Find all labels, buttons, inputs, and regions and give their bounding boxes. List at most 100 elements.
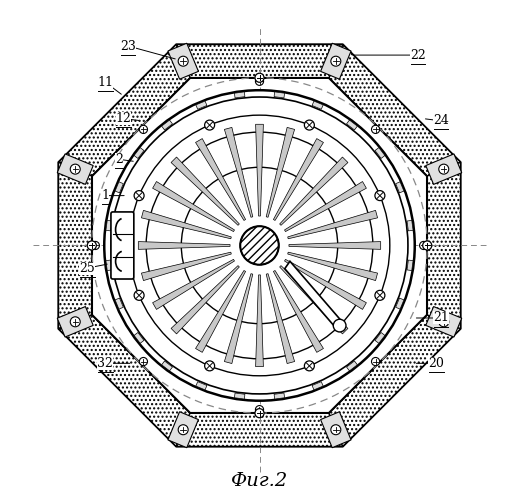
Circle shape xyxy=(139,126,147,134)
Circle shape xyxy=(375,190,385,200)
Text: Фиг.2: Фиг.2 xyxy=(231,472,288,490)
Polygon shape xyxy=(288,252,377,280)
Polygon shape xyxy=(196,270,245,352)
Polygon shape xyxy=(426,306,462,337)
Polygon shape xyxy=(289,242,381,250)
Polygon shape xyxy=(161,361,172,371)
Polygon shape xyxy=(92,78,427,413)
Polygon shape xyxy=(266,274,295,364)
Polygon shape xyxy=(59,315,190,446)
Circle shape xyxy=(304,361,315,371)
Polygon shape xyxy=(106,220,112,231)
Polygon shape xyxy=(176,413,343,446)
Polygon shape xyxy=(266,128,295,218)
Circle shape xyxy=(331,56,341,66)
Polygon shape xyxy=(161,120,172,130)
FancyBboxPatch shape xyxy=(111,212,134,279)
Polygon shape xyxy=(153,260,235,310)
Polygon shape xyxy=(321,412,351,448)
Polygon shape xyxy=(59,162,92,328)
Polygon shape xyxy=(274,138,323,220)
Polygon shape xyxy=(280,266,348,334)
Circle shape xyxy=(104,90,415,400)
Polygon shape xyxy=(106,260,112,270)
Polygon shape xyxy=(171,157,239,226)
Polygon shape xyxy=(375,148,385,158)
Polygon shape xyxy=(329,315,460,446)
Polygon shape xyxy=(196,382,207,390)
Text: 23: 23 xyxy=(120,40,136,52)
Polygon shape xyxy=(329,44,460,176)
Polygon shape xyxy=(59,44,190,176)
Text: 32: 32 xyxy=(98,357,113,370)
Polygon shape xyxy=(375,332,385,344)
Polygon shape xyxy=(347,361,358,371)
Polygon shape xyxy=(171,266,239,334)
Polygon shape xyxy=(196,138,245,220)
Circle shape xyxy=(70,317,80,327)
Polygon shape xyxy=(57,306,93,337)
Polygon shape xyxy=(142,252,231,280)
Polygon shape xyxy=(196,101,207,110)
Polygon shape xyxy=(134,332,144,344)
Polygon shape xyxy=(142,210,231,239)
Polygon shape xyxy=(288,210,377,239)
Polygon shape xyxy=(59,44,460,446)
Circle shape xyxy=(204,120,215,130)
Circle shape xyxy=(91,242,100,250)
Text: 24: 24 xyxy=(433,114,449,128)
Polygon shape xyxy=(57,154,93,184)
Polygon shape xyxy=(115,182,124,193)
Circle shape xyxy=(255,77,264,86)
Circle shape xyxy=(255,406,264,413)
Circle shape xyxy=(255,73,264,83)
Circle shape xyxy=(134,290,144,300)
Polygon shape xyxy=(235,92,245,98)
Circle shape xyxy=(439,164,449,174)
Circle shape xyxy=(111,97,408,394)
Polygon shape xyxy=(274,393,284,399)
Text: 20: 20 xyxy=(428,357,444,370)
Polygon shape xyxy=(395,182,404,193)
Polygon shape xyxy=(115,298,124,309)
Polygon shape xyxy=(176,44,343,78)
Text: 1: 1 xyxy=(101,189,110,202)
Text: 2: 2 xyxy=(115,153,123,166)
Circle shape xyxy=(87,241,97,250)
Circle shape xyxy=(375,290,385,300)
Polygon shape xyxy=(284,260,366,310)
Polygon shape xyxy=(321,43,351,79)
Circle shape xyxy=(372,358,380,366)
Polygon shape xyxy=(168,412,198,448)
Text: 21: 21 xyxy=(433,312,449,324)
Polygon shape xyxy=(224,274,253,364)
Polygon shape xyxy=(134,148,144,158)
Text: 11: 11 xyxy=(98,76,113,89)
Polygon shape xyxy=(426,154,462,184)
Circle shape xyxy=(439,317,449,327)
Polygon shape xyxy=(256,275,263,366)
Circle shape xyxy=(333,320,346,332)
Circle shape xyxy=(134,190,144,200)
Circle shape xyxy=(178,56,188,66)
Circle shape xyxy=(331,424,341,434)
Text: 25: 25 xyxy=(79,262,95,274)
Circle shape xyxy=(240,226,279,264)
Polygon shape xyxy=(407,260,413,270)
Circle shape xyxy=(70,164,80,174)
Polygon shape xyxy=(280,157,348,226)
Text: 12: 12 xyxy=(116,112,131,125)
Circle shape xyxy=(419,242,428,250)
Polygon shape xyxy=(235,393,245,399)
Circle shape xyxy=(304,120,315,130)
Polygon shape xyxy=(274,92,284,98)
Polygon shape xyxy=(395,298,404,309)
Circle shape xyxy=(422,241,432,250)
Polygon shape xyxy=(284,182,366,232)
Polygon shape xyxy=(347,120,358,130)
Polygon shape xyxy=(312,382,323,390)
Polygon shape xyxy=(153,182,235,232)
Circle shape xyxy=(178,424,188,434)
Polygon shape xyxy=(427,162,460,328)
Polygon shape xyxy=(285,262,342,330)
